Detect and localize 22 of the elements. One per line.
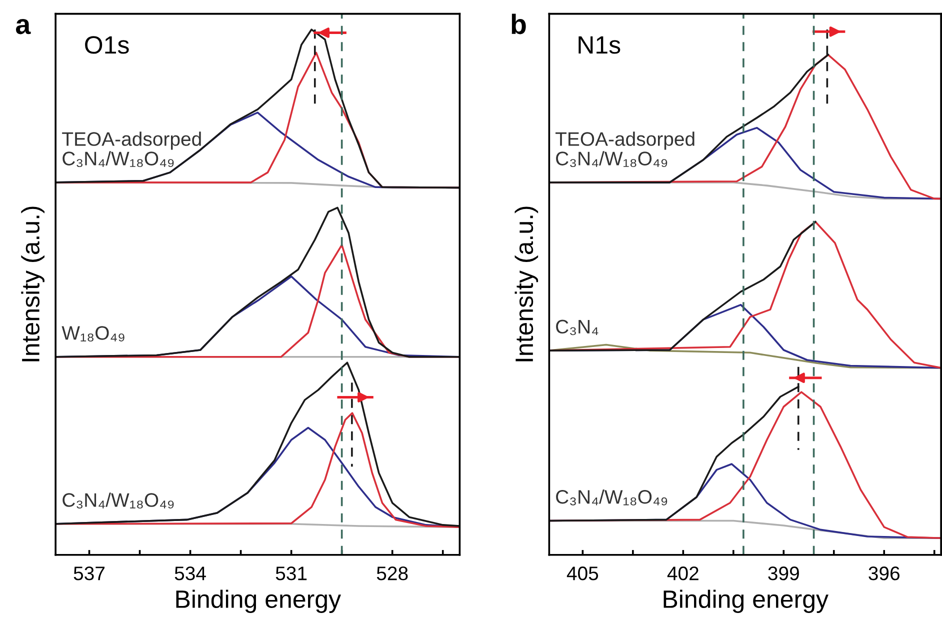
x-tick-label: 402 — [667, 566, 698, 580]
x-tick-label: 537 — [74, 566, 104, 580]
x-tick-label: 531 — [276, 566, 307, 580]
annotation: O1s — [85, 36, 129, 54]
y-axis-title: Intensity (a.u.) — [514, 206, 538, 362]
chart-title: a — [16, 18, 31, 34]
series-label: W₁₈O₄₉ — [62, 326, 124, 342]
x-tick-label: 534 — [174, 566, 206, 580]
x-tick-label: 405 — [566, 566, 598, 580]
x-axis-title: Binding energy — [664, 590, 828, 613]
series-label: C₃N₄ — [556, 320, 598, 336]
series-label: C₃N₄/W₁₈O₄₉ — [62, 492, 174, 508]
chart-title: b — [512, 14, 526, 34]
series-label: C₃N₄/W₁₈O₄₉ — [556, 489, 668, 506]
annotation: N1s — [578, 36, 620, 54]
x-tick-label: 528 — [376, 566, 408, 580]
x-tick-label: 399 — [768, 566, 799, 580]
series-label: TEOA-adsorped C₃N₄/W₁₈O₄₉ — [556, 132, 694, 168]
x-axis-title: Binding energy — [176, 590, 341, 613]
series-label: TEOA-adsorped C₃N₄/W₁₈O₄₉ — [62, 132, 201, 168]
x-tick-label: 396 — [868, 566, 900, 580]
y-axis-title: Intensity (a.u.) — [21, 206, 44, 362]
